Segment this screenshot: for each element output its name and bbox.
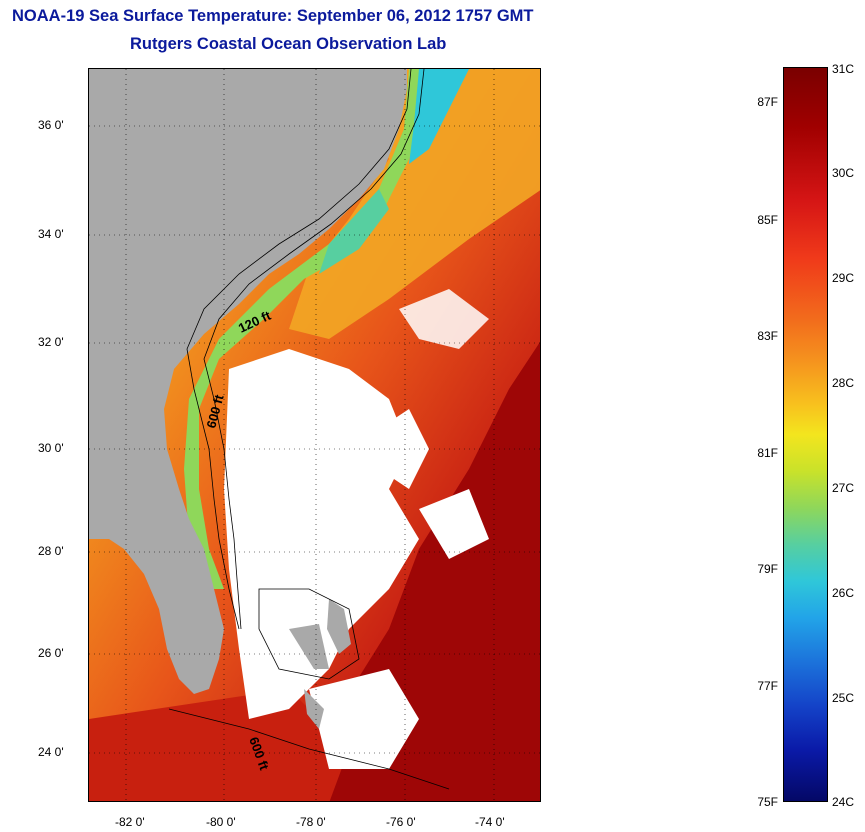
lat-label-36: 36 0' [38,118,64,132]
sst-map-svg: 120 ft 600 ft 600 ft [89,69,540,801]
colorbar-label-81f: 81F [757,446,778,460]
sst-region-cool-band [319,189,389,274]
land-bahamas-3 [304,689,324,729]
colorbar-label-85f: 85F [757,213,778,227]
contour-south [168,708,450,790]
colorbar-label-26c: 26C [832,586,855,600]
colorbar-label-24c: 24C [832,795,855,809]
sst-region-north-cool [409,69,469,164]
colorbar-label-27c: 27C [832,481,855,495]
colorbar-label-31c: 31C [832,62,855,76]
land-mainland [89,69,407,694]
lat-label-28: 28 0' [38,544,64,558]
colorbar-label-77f: 77F [757,679,778,693]
colorbar-label-28c: 28C [832,376,855,390]
lat-label-34: 34 0' [38,227,64,241]
land-bahamas-1 [327,599,351,654]
contour-600ft [203,69,425,630]
lon-label-80: -80 0' [206,815,236,829]
cloud-mask-patch-2 [419,489,489,559]
colorbar-label-75f: 75F [757,795,778,809]
contour-120ft [186,69,412,630]
colorbar-label-83f: 83F [757,329,778,343]
lat-label-30: 30 0' [38,441,64,455]
land-bahamas-2 [289,624,329,669]
colorbar-label-30c: 30C [832,166,855,180]
lon-label-78: -78 0' [296,815,326,829]
title-line-1: NOAA-19 Sea Surface Temperature: Septemb… [12,7,534,25]
lat-label-32: 32 0' [38,335,64,349]
colorbar-label-79f: 79F [757,562,778,576]
sst-region-mid [289,69,540,339]
graticule [89,69,540,801]
title-line-2: Rutgers Coastal Ocean Observation Lab [130,35,447,53]
sst-region-south-warm [89,689,349,801]
colorbar-label-25c: 25C [832,691,855,705]
lat-label-26: 26 0' [38,646,64,660]
cloud-mask-patch-3 [399,289,489,349]
colorbar [783,67,828,802]
colorbar-label-29c: 29C [832,271,855,285]
lon-label-76: -76 0' [386,815,416,829]
colorbar-label-87f: 87F [757,95,778,109]
contour-bahamas-1 [258,588,360,680]
cloud-mask-south [309,669,419,769]
sst-map: 120 ft 600 ft 600 ft [88,68,541,802]
lon-label-74: -74 0' [475,815,505,829]
lon-label-82: -82 0' [115,815,145,829]
lat-label-24: 24 0' [38,745,64,759]
